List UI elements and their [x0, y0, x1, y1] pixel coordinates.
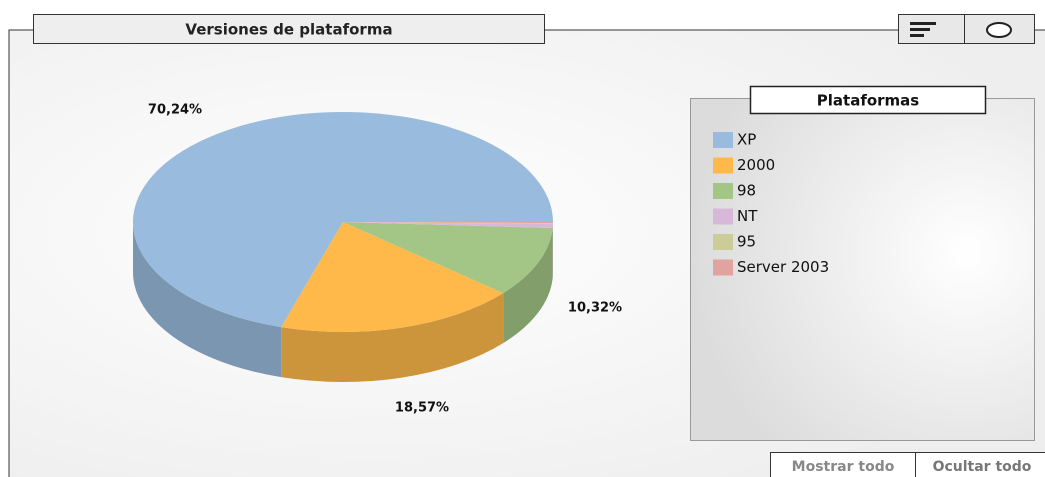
pie-slice	[133, 112, 553, 328]
pie-side	[503, 228, 553, 344]
legend-label: 95	[737, 233, 756, 251]
view-buttons	[898, 14, 1035, 44]
pie-slice	[343, 222, 553, 224]
legend-swatch	[713, 208, 733, 225]
title-box	[33, 14, 545, 44]
hide-all-button[interactable]: Ocultar todo	[933, 459, 1032, 475]
pie-slice	[281, 222, 504, 332]
legend-title: Plataformas	[817, 92, 920, 110]
pie-slice	[343, 222, 553, 229]
legend-label: 98	[737, 182, 756, 200]
legend-swatch	[713, 157, 733, 174]
legend-label: Server 2003	[737, 258, 829, 276]
pie-slice	[343, 222, 553, 294]
legend-swatch	[713, 183, 733, 199]
data-label: 70,24%	[148, 103, 202, 118]
icon	[910, 22, 936, 25]
data-label: 10,32%	[568, 301, 622, 316]
panel-border	[8, 29, 1045, 477]
legend-box	[690, 98, 1035, 441]
icon	[910, 28, 930, 31]
legend-label: XP	[737, 131, 756, 149]
pie-side	[281, 293, 504, 382]
chart-title: Versiones de plataforma	[185, 21, 392, 39]
data-label: 18,57%	[395, 401, 449, 416]
legend-swatch	[713, 259, 733, 276]
pie-side	[133, 222, 282, 378]
bar-view-button[interactable]	[898, 14, 965, 44]
legend-swatch	[713, 234, 733, 250]
legend-swatch	[713, 132, 733, 148]
legend-label: 2000	[737, 156, 775, 174]
pie-slice	[343, 222, 553, 224]
icon	[986, 22, 1012, 38]
legend-title-box	[749, 85, 987, 115]
show-all-button[interactable]: Mostrar todo	[792, 459, 895, 475]
icon	[910, 34, 924, 37]
legend-label: NT	[737, 207, 758, 225]
